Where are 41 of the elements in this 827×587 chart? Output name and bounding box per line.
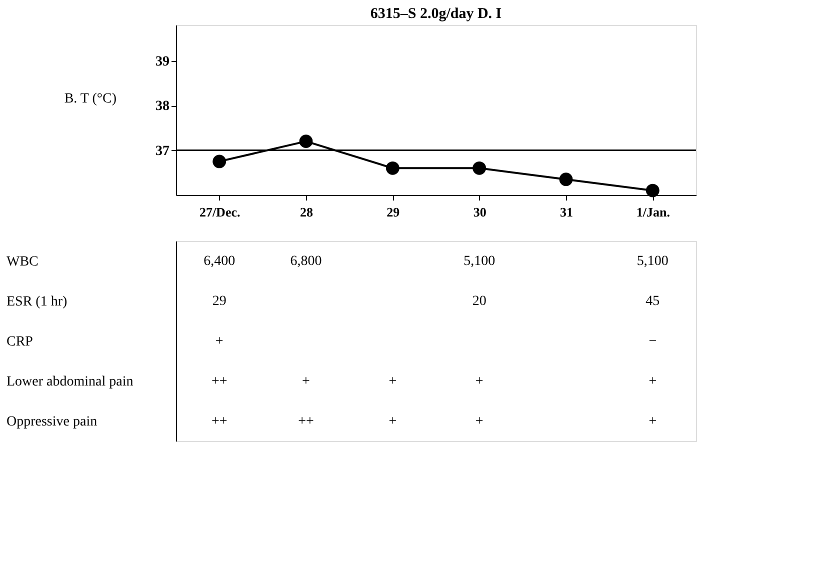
text: −: [648, 334, 657, 349]
text: 5,100: [636, 254, 668, 269]
y-axis-title: B. T (°C): [64, 92, 117, 106]
text: +: [648, 414, 657, 429]
category-label: Lower abdominal pain: [6, 374, 134, 390]
category-label: CRP: [6, 334, 33, 350]
y-tick-label: 37: [156, 144, 170, 159]
text: 45: [646, 294, 660, 309]
point: [386, 161, 400, 175]
text: ++: [211, 374, 228, 389]
text: 6,800: [290, 254, 322, 269]
chart-title: 6315–S 2.0g/day D. I: [370, 6, 502, 22]
x-tick-label: 1/Jan.: [636, 204, 670, 220]
point: [472, 161, 486, 175]
x-tick-label: 31: [560, 204, 573, 220]
y-tick-label: 39: [156, 54, 170, 70]
text: +: [475, 414, 484, 429]
text: +: [388, 374, 397, 389]
x-tick-label: 27/Dec.: [199, 204, 240, 220]
text: ++: [298, 414, 314, 429]
category-label: ESR (1 hr): [6, 294, 68, 310]
point: [559, 172, 573, 186]
text: 6,400: [204, 254, 236, 269]
text: +: [648, 374, 657, 389]
point: [299, 134, 313, 148]
text: +: [388, 414, 397, 429]
x-tick-label: 28: [300, 204, 314, 220]
x-tick-label: 29: [386, 204, 400, 220]
text: 20: [472, 294, 486, 309]
text: 5,100: [464, 254, 496, 269]
category-label: WBC: [6, 254, 38, 270]
y-tick-label: 38: [156, 99, 170, 114]
x-tick-label: 30: [473, 204, 486, 220]
text: +: [475, 374, 484, 389]
text: +: [215, 334, 224, 349]
category-label: Oppressive pain: [6, 414, 98, 430]
point: [646, 184, 660, 198]
text: +: [302, 374, 310, 389]
text: 29: [212, 294, 226, 309]
point: [212, 154, 226, 168]
text: ++: [211, 414, 228, 429]
